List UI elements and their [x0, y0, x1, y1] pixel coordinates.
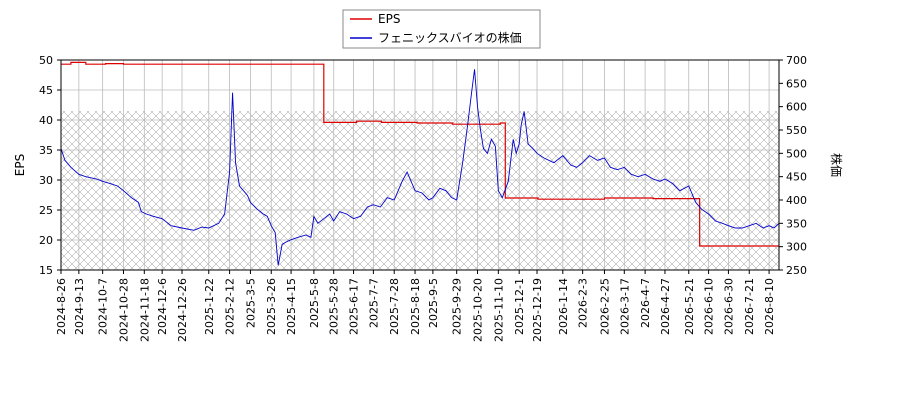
- x-tick-label: 2026-5-21: [683, 278, 696, 335]
- right-tick-label: 350: [786, 217, 807, 230]
- legend-box: [342, 9, 541, 49]
- x-tick-label: 2026-7-21: [743, 278, 756, 335]
- x-tick-label: 2026-6-10: [703, 278, 716, 335]
- x-tick-label: 2025-10-20: [472, 278, 485, 342]
- x-tick-label: 2026-2-25: [598, 278, 611, 335]
- series-layer: [61, 61, 779, 266]
- legend-eps-label: EPS: [378, 12, 400, 26]
- right-tick-label: 300: [786, 241, 807, 254]
- plot-area: [60, 59, 780, 271]
- right-tick-label: 250: [786, 264, 807, 277]
- x-tick-label: 2026-3-17: [618, 278, 631, 335]
- x-tick-label: 2024-12-6: [156, 278, 169, 335]
- x-tick-label: 2024-11-18: [138, 278, 151, 342]
- hatch-region: [61, 111, 779, 270]
- x-tick-label: 2025-12-1: [513, 278, 526, 335]
- legend-price-label: フェニックスバイオの株価: [378, 30, 522, 45]
- left-tick-label: 50: [39, 54, 53, 67]
- y-axis-left-label: EPS: [13, 154, 27, 176]
- x-tick-label: 2025-5-8: [308, 278, 321, 328]
- x-tick-label: 2025-11-10: [492, 278, 505, 342]
- x-tick-label: 2024-9-13: [73, 278, 86, 335]
- x-tick-label: 2025-6-17: [348, 278, 361, 335]
- price-line: [61, 69, 779, 266]
- right-tick-label: 600: [786, 101, 807, 114]
- right-tick-label: 500: [786, 147, 807, 160]
- x-tick-label: 2026-4-27: [659, 278, 672, 335]
- right-tick-label: 400: [786, 194, 807, 207]
- left-tick-label: 40: [39, 114, 53, 127]
- x-tick-label: 2025-1-22: [203, 278, 216, 335]
- x-tick-label: 2025-2-12: [224, 278, 237, 335]
- right-tick-label: 550: [786, 124, 807, 137]
- plot-frame: [60, 59, 780, 271]
- left-tick-label: 35: [39, 144, 53, 157]
- x-tick-label: 2026-6-30: [722, 278, 735, 335]
- x-tick-label: 2025-5-28: [328, 278, 341, 335]
- x-tick-label: 2025-12-19: [531, 278, 544, 342]
- x-tick-label: 2025-9-5: [427, 278, 440, 328]
- right-tick-label: 450: [786, 171, 807, 184]
- x-tick-label: 2026-8-10: [763, 278, 776, 335]
- x-tick-label: 2025-4-15: [285, 278, 298, 335]
- x-tick-label: 2026-1-14: [557, 278, 570, 335]
- x-tick-label: 2024-10-28: [117, 278, 130, 342]
- eps-line: [61, 61, 779, 248]
- x-tick-label: 2025-7-7: [367, 278, 380, 328]
- hatch-layer: [61, 111, 779, 270]
- left-axis: 15 20 25 30 35 40 45 50: [39, 54, 61, 277]
- x-tick-label: 2025-9-29: [451, 278, 464, 335]
- x-tick-label: 2024-10-7: [97, 278, 110, 335]
- right-tick-label: 650: [786, 77, 807, 90]
- x-tick-label: 2026-2-3: [577, 278, 590, 328]
- x-tick-label: 2025-3-26: [265, 278, 278, 335]
- left-tick-label: 25: [39, 204, 53, 217]
- left-tick-label: 15: [39, 264, 53, 277]
- left-tick-label: 20: [39, 234, 53, 247]
- x-tick-label: 2025-3-5: [244, 278, 257, 328]
- y-axis-right-label: 株価: [829, 153, 844, 177]
- right-axis: 250 300 350 400 450 500 550 600 650 700: [779, 54, 807, 277]
- x-tick-label: 2025-8-18: [409, 278, 422, 335]
- x-axis: 2024-8-26 2024-9-13 2024-10-7 2024-10-28 202…: [55, 270, 776, 342]
- left-tick-label: 45: [39, 84, 53, 97]
- x-tick-label: 2026-4-7: [639, 278, 652, 328]
- x-tick-label: 2024-12-26: [176, 278, 189, 342]
- left-tick-label: 30: [39, 174, 53, 187]
- right-tick-label: 700: [786, 54, 807, 67]
- x-tick-label: 2025-7-28: [388, 278, 401, 335]
- legend: EPS フェニックスバイオの株価: [342, 9, 541, 49]
- x-tick-label: 2024-8-26: [55, 278, 68, 335]
